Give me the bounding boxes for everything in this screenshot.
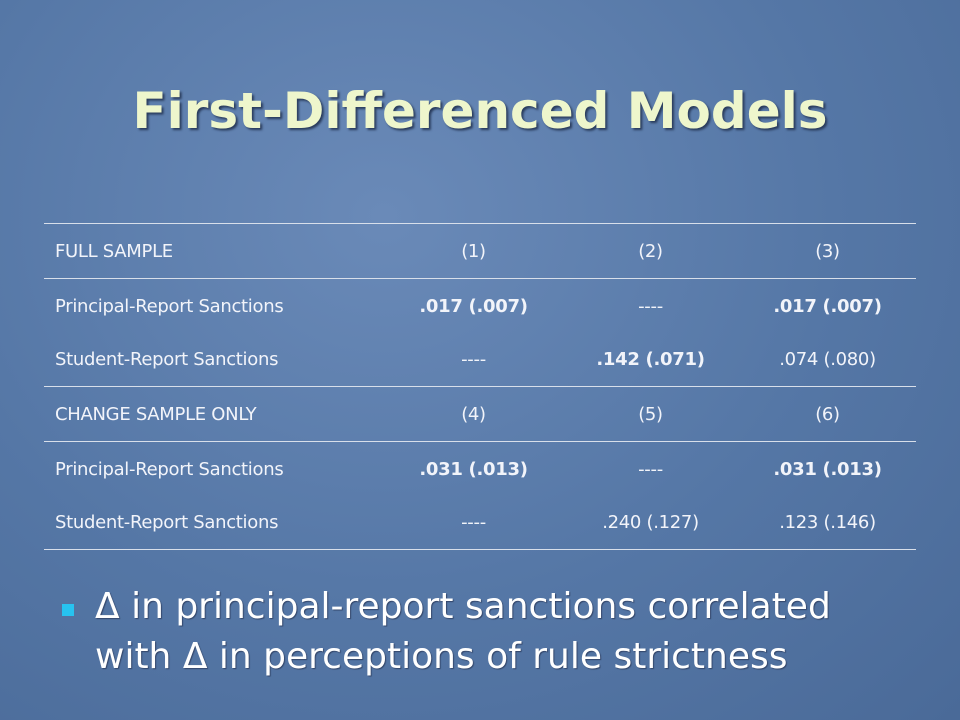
cell: (6) — [739, 386, 916, 442]
cell: .123 (.146) — [739, 496, 916, 550]
cell: ---- — [385, 496, 562, 550]
cell: FULL SAMPLE — [44, 223, 385, 279]
cell: (3) — [739, 223, 916, 279]
bullet-text: Δ in principal-report sanctions correlat… — [95, 586, 831, 677]
cell: .017 (.007) — [385, 278, 562, 333]
cell: ---- — [562, 278, 739, 333]
cell: (4) — [385, 386, 562, 442]
cell: .017 (.007) — [739, 278, 916, 333]
table-row: Principal-Report Sanctions .031 (.013) -… — [44, 441, 916, 496]
slide-title: First-Differenced Models — [132, 82, 828, 140]
table-row: FULL SAMPLE (1) (2) (3) — [44, 223, 916, 279]
cell: ---- — [461, 349, 486, 370]
table-row: Student-Report Sanctions ---- .240 (.127… — [44, 496, 916, 550]
table-row: Principal-Report Sanctions .017 (.007) -… — [44, 278, 916, 333]
cell: Principal-Report Sanctions — [44, 278, 385, 333]
cell: (2) — [562, 223, 739, 279]
cell: .031 (.013) — [739, 441, 916, 496]
table-row: Student-Report Sanctions ---- .142 (.071… — [44, 333, 916, 387]
cell: .074 (.080) — [779, 349, 876, 370]
cell: .240 (.127) — [562, 496, 739, 550]
cell: (5) — [562, 386, 739, 442]
table-row: CHANGE SAMPLE ONLY (4) (5) (6) — [44, 386, 916, 442]
cell: .031 (.013) — [385, 441, 562, 496]
results-table: FULL SAMPLE (1) (2) (3) Principal-Report… — [44, 223, 916, 550]
cell: Principal-Report Sanctions — [44, 441, 385, 496]
cell: CHANGE SAMPLE ONLY — [44, 386, 385, 442]
cell: Student-Report Sanctions — [44, 496, 385, 550]
cell: Student-Report Sanctions — [55, 349, 279, 370]
cell: ---- — [562, 441, 739, 496]
cell: (1) — [385, 223, 562, 279]
cell: .142 (.071) — [596, 349, 705, 370]
bullet-marker — [62, 604, 74, 616]
